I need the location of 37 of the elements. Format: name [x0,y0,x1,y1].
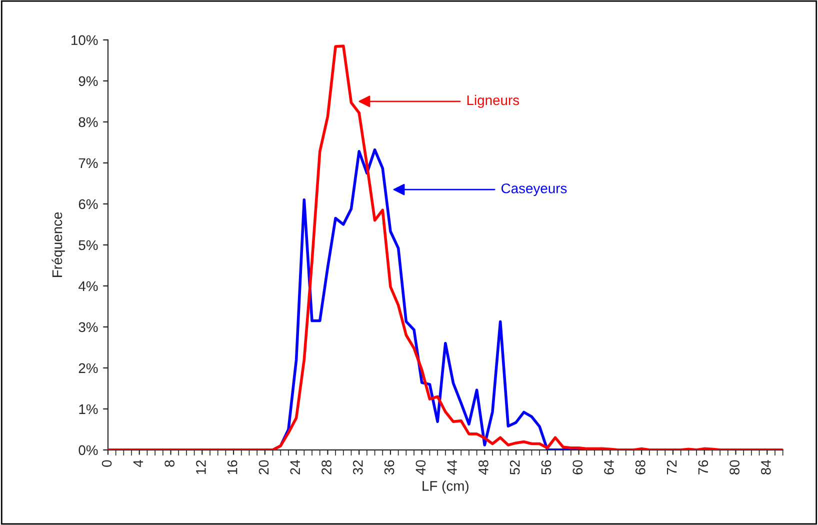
y-axis-title: Fréquence [52,212,65,277]
x-tick-label: 48 [478,460,488,475]
x-tick-label: 72 [666,460,677,474]
x-axis-title: LF (cm) [422,480,468,494]
x-tick-label: 52 [510,460,520,475]
x-tick-label: 16 [227,460,238,474]
x-tick-label: 20 [258,460,269,474]
x-tick-label: 8 [164,460,174,467]
y-tick-label: 6% [78,199,98,210]
x-tick-label: 64 [604,460,614,474]
x-tick-label: 44 [447,460,457,475]
y-tick-label: 7% [78,158,98,168]
x-tick-label: 28 [322,460,332,474]
x-tick-label: 76 [698,460,708,474]
x-tick-label: 36 [384,460,394,475]
y-tick-label: 1% [79,404,98,414]
y-tick-label: 9% [78,76,98,86]
y-tick-label: 0% [78,445,98,456]
y-tick-label: 2% [78,363,98,374]
y-tick-label: 8% [78,117,98,128]
annotation: Caseyeurs [502,183,567,196]
y-tick-label: 5% [78,240,98,250]
y-tick-label: 4% [78,281,98,292]
x-tick-label: 32 [352,460,363,475]
x-tick-label: 40 [416,460,426,475]
y-tick-label: 3% [78,322,98,332]
x-tick-label: 68 [635,460,646,474]
x-tick-label: 84 [761,460,771,474]
x-tick-label: 12 [196,460,206,474]
x-tick-label: 24 [290,460,300,474]
x-tick-label: 80 [730,460,740,474]
x-tick-label: 60 [572,460,583,474]
x-tick-label: 56 [541,460,552,475]
x-tick-label: 4 [133,460,143,468]
y-tick-label: 10% [72,35,98,46]
annotation: Ligneurs [467,94,520,108]
x-tick-label: 0 [102,460,112,467]
